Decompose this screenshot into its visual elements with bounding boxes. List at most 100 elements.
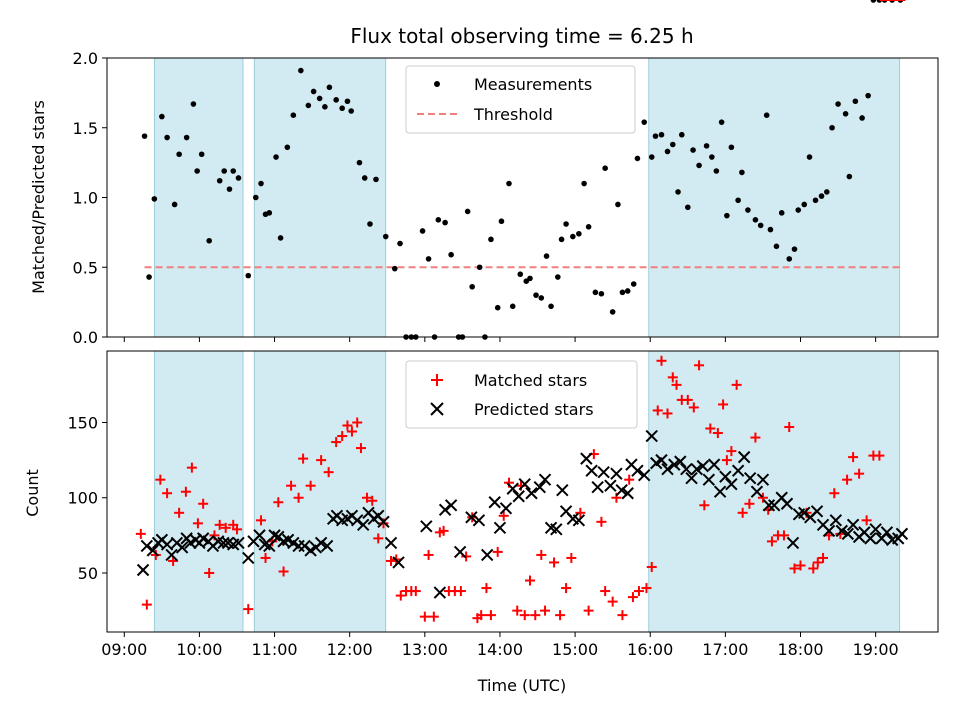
predicted-star-point (668, 458, 681, 471)
predicted-star-point (835, 524, 849, 538)
matched-star-point (667, 372, 678, 383)
predicted-star-point (621, 487, 634, 500)
legend-predicted-marker (430, 402, 444, 416)
measurement-point (724, 212, 730, 219)
matched-star-point (352, 417, 363, 428)
matched-star-point (485, 610, 496, 621)
measurement-point (823, 189, 830, 195)
measurement-point (448, 251, 454, 258)
measurement-point (198, 151, 205, 158)
predicted-star-point (713, 485, 727, 498)
measurement-point (664, 148, 671, 155)
matched-star-point (355, 443, 366, 454)
matched-star-point (699, 500, 710, 511)
ratio-y-axis-label: Matched/Predicted stars (29, 100, 48, 294)
matched-star-point (818, 552, 829, 563)
predicted-star-point (320, 539, 334, 553)
measurement-point (356, 159, 363, 166)
matched-star-point (373, 533, 384, 544)
measurement-point (146, 274, 152, 280)
measurement-point (763, 112, 770, 118)
legend-threshold-label: Threshold (473, 105, 553, 124)
measurement-point (842, 111, 849, 117)
legend-matched-marker (431, 374, 443, 386)
matched-star-point (627, 592, 638, 603)
measurement-point (397, 240, 403, 247)
matched-star-point (757, 492, 768, 503)
predicted-star-point (499, 502, 513, 515)
matched-star-point (286, 480, 297, 491)
x-tick-label: 15:00 (552, 640, 598, 659)
matched-star-point (260, 552, 271, 563)
matched-star-point (512, 605, 523, 616)
matched-star-point (395, 590, 406, 601)
measurement-point (806, 154, 813, 160)
predicted-star-point (645, 429, 658, 443)
x-tick-label: 18:00 (777, 640, 823, 659)
count-y-tick-label: 100 (67, 489, 98, 508)
predicted-star-point (217, 536, 230, 550)
predicted-star-point (444, 499, 458, 512)
matched-star-point (688, 402, 699, 413)
matched-star-point (744, 498, 755, 509)
matched-star-point (624, 474, 635, 485)
measurement-point (859, 115, 865, 121)
predicted-star-point (696, 459, 710, 473)
measurement-point (757, 222, 764, 229)
matched-star-point (346, 426, 357, 437)
measurement-point (183, 134, 190, 141)
measurement-point (870, 0, 877, 3)
ratio-panel: 0.00.51.01.52.0 Matched/Predicted stars … (29, 0, 939, 347)
measurement-point (258, 180, 264, 187)
matched-star-point (874, 450, 885, 461)
predicted-star-point (631, 464, 644, 477)
matched-star-point (718, 399, 729, 410)
matched-star-point (829, 488, 840, 499)
count-observing-window-1 (153, 350, 244, 633)
matched-star-point (316, 455, 327, 466)
measurement-point (494, 304, 501, 311)
predicted-star-point (591, 481, 604, 494)
predicted-star-point (350, 514, 364, 527)
predicted-star-point (655, 453, 668, 467)
matched-star-point (600, 586, 611, 597)
predicted-star-point (846, 518, 860, 532)
measurement-point (527, 275, 533, 282)
measurement-point (678, 131, 685, 138)
matched-star-point (549, 557, 560, 568)
matched-star-point (174, 507, 185, 518)
measurement-point (835, 101, 841, 107)
ratio-observing-window-3 (648, 57, 901, 338)
measurement-point (538, 295, 545, 301)
matched-star-point (540, 605, 551, 616)
measurement-point (581, 180, 587, 187)
matched-star-point (135, 528, 146, 539)
measurement-point (176, 151, 182, 158)
measurement-point (818, 193, 825, 199)
predicted-star-point (420, 520, 433, 533)
predicted-star-point (780, 497, 794, 510)
matched-star-point (662, 408, 673, 419)
measurement-point (865, 92, 871, 99)
x-tick-label: 14:00 (477, 640, 523, 659)
measurement-point (367, 221, 373, 227)
matched-star-point (293, 492, 304, 503)
measurement-point (585, 223, 592, 230)
matched-star-point (561, 583, 572, 594)
legend-predicted-label: Predicted stars (474, 400, 594, 419)
matched-star-point (273, 497, 284, 508)
predicted-star-point (146, 544, 160, 557)
predicted-star-point (674, 455, 687, 468)
predicted-star-point (707, 458, 721, 471)
predicted-star-point (604, 479, 617, 492)
predicted-star-point (685, 471, 698, 485)
measurement-point (690, 147, 696, 153)
x-tick-label: 10:00 (176, 640, 222, 659)
predicted-star-point (725, 477, 738, 491)
matched-star-point (705, 423, 716, 434)
matched-star-point (671, 379, 682, 390)
measurement-point (194, 168, 200, 174)
measurement-point (509, 303, 516, 310)
predicted-star-point (480, 548, 494, 562)
